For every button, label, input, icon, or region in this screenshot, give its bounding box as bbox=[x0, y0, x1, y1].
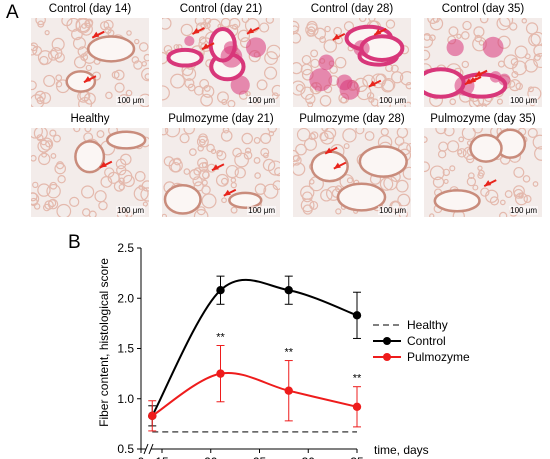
micrograph-image: 100 μm bbox=[293, 18, 411, 107]
micrograph-title: Pulmozyme (day 35) bbox=[430, 113, 536, 125]
axis-break bbox=[143, 443, 154, 455]
x-tick-label: 20 bbox=[204, 455, 218, 459]
x-tick-label: 25 bbox=[253, 455, 267, 459]
micrograph-image: 100 μm bbox=[31, 18, 149, 107]
micrograph-title: Control (day 35) bbox=[441, 3, 525, 15]
data-point-pulmozyme bbox=[284, 386, 293, 395]
red-arrow-icon bbox=[332, 32, 346, 41]
red-arrow-icon bbox=[246, 26, 260, 35]
data-point-pulmozyme bbox=[216, 369, 225, 378]
series-line-control bbox=[151, 278, 358, 417]
scale-bar-label: 100 μm bbox=[247, 206, 276, 215]
y-tick-label: 0.5 bbox=[117, 442, 134, 456]
red-arrow-icon bbox=[211, 163, 225, 172]
scale-bar-label: 100 μm bbox=[378, 96, 407, 105]
red-arrow-icon bbox=[464, 77, 478, 86]
legend-item-control: Control bbox=[373, 334, 446, 348]
red-arrow-icon bbox=[483, 179, 497, 188]
red-arrow-icon bbox=[373, 27, 387, 36]
data-point-control bbox=[352, 311, 362, 320]
significance-marker: ** bbox=[216, 331, 225, 343]
red-arrow-icon bbox=[191, 27, 205, 35]
legend-label: Pulmozyme bbox=[407, 350, 470, 364]
red-arrow-icon bbox=[99, 160, 113, 169]
panel-a-letter: A bbox=[6, 2, 19, 23]
scale-bar-label: 100 μm bbox=[116, 206, 145, 215]
micrograph-title: Pulmozyme (day 28) bbox=[299, 113, 405, 125]
y-tick-label: 2.5 bbox=[117, 241, 134, 255]
y-axis-label: Fiber content, histological score bbox=[97, 258, 111, 427]
data-point-pulmozyme bbox=[352, 402, 362, 411]
red-arrow-icon bbox=[368, 79, 382, 88]
data-point-control bbox=[284, 286, 293, 295]
micrograph-title: Control (day 28) bbox=[310, 3, 394, 15]
data-point-control bbox=[216, 286, 225, 295]
scale-bar-label: 100 μm bbox=[378, 206, 407, 215]
micrograph-title: Control (day 14) bbox=[48, 3, 132, 15]
scale-bar-label: 100 μm bbox=[116, 96, 145, 105]
legend-label: Healthy bbox=[407, 318, 448, 332]
red-arrow-icon bbox=[223, 188, 237, 197]
x-tick-label: 35 bbox=[350, 455, 364, 459]
micrograph-title: Pulmozyme (day 21) bbox=[168, 113, 274, 125]
micrograph-title: Control (day 21) bbox=[179, 3, 263, 15]
micrograph-title: Healthy bbox=[70, 113, 110, 125]
y-tick-label: 1.5 bbox=[117, 342, 134, 356]
significance-marker: ** bbox=[284, 347, 293, 359]
micrograph-image: 100 μm bbox=[424, 18, 542, 107]
x-tick-label: 15 bbox=[155, 455, 169, 459]
series-line-pulmozyme bbox=[151, 371, 358, 417]
scale-bar-label: 100 μm bbox=[509, 96, 538, 105]
legend-item-healthy: Healthy bbox=[373, 318, 448, 332]
x-tick-label: 0 bbox=[138, 455, 145, 459]
legend-item-pulmozyme: Pulmozyme bbox=[373, 350, 470, 364]
micrograph-image: 100 μm bbox=[162, 18, 280, 107]
panel-b-letter: B bbox=[68, 232, 81, 253]
red-arrow-icon bbox=[201, 42, 215, 51]
red-arrow-icon bbox=[333, 161, 347, 170]
red-arrow-icon bbox=[91, 30, 105, 39]
micrograph-image: 100 μm bbox=[31, 128, 149, 217]
x-axis-label: time, days bbox=[374, 443, 429, 457]
red-arrow-icon bbox=[474, 69, 488, 78]
y-tick-label: 2.0 bbox=[117, 291, 134, 305]
micrograph-image: 100 μm bbox=[293, 128, 411, 217]
micrograph-image: 100 μm bbox=[162, 128, 280, 217]
y-tick-label: 1.0 bbox=[117, 392, 134, 406]
red-arrow-icon bbox=[324, 146, 338, 155]
red-arrow-icon bbox=[83, 75, 97, 84]
data-point-pulmozyme bbox=[148, 411, 157, 421]
scale-bar-label: 100 μm bbox=[509, 206, 538, 215]
x-tick-label: 30 bbox=[302, 455, 316, 459]
scale-bar-label: 100 μm bbox=[247, 96, 276, 105]
micrograph-image: 100 μm bbox=[424, 128, 542, 217]
significance-marker: ** bbox=[353, 373, 362, 385]
legend-label: Control bbox=[407, 334, 446, 348]
